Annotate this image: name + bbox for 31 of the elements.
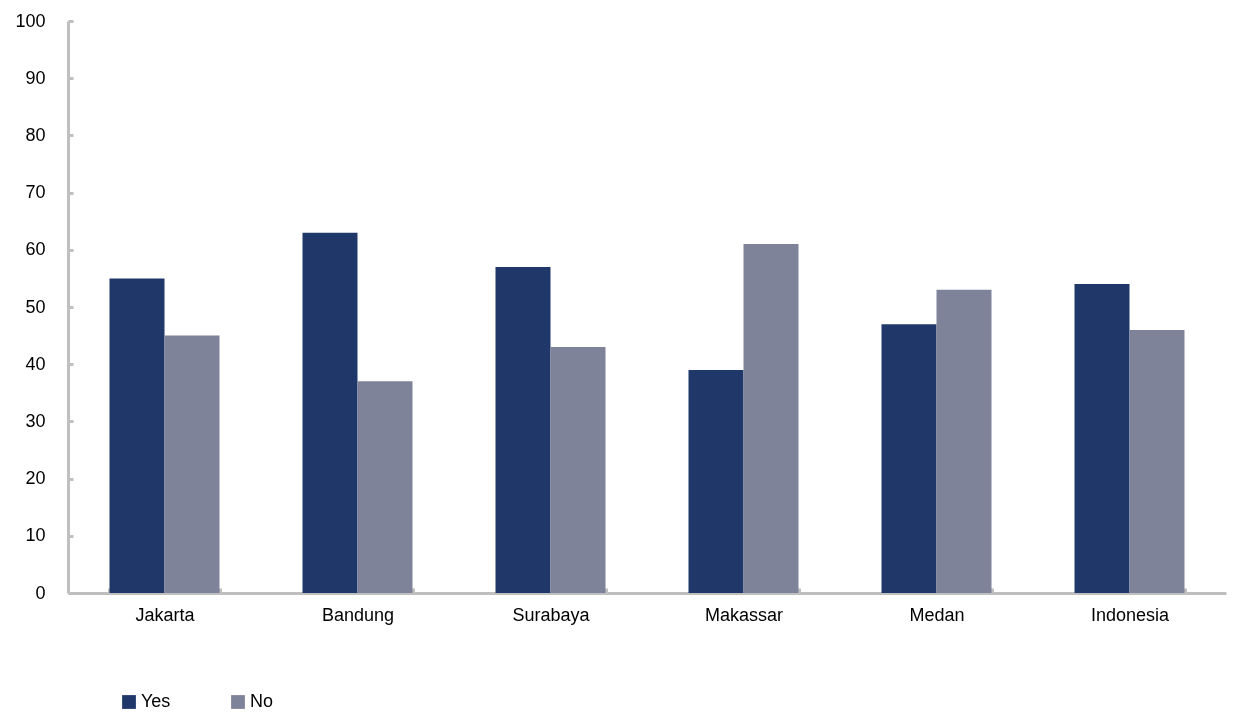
y-tick-label: 0: [35, 582, 46, 603]
y-tick-label: 30: [25, 410, 46, 431]
bar: [302, 232, 358, 593]
x-tick-label: Indonesia: [1090, 604, 1171, 625]
legend-label: No: [250, 691, 274, 711]
bar: [1074, 284, 1130, 593]
y-tick-label: 60: [25, 239, 46, 260]
y-tick-label: 80: [25, 124, 46, 145]
bar: [936, 289, 992, 593]
y-tick-label: 50: [25, 296, 46, 317]
x-tick-label: Jakarta: [135, 604, 196, 625]
bar: [881, 324, 937, 593]
x-tick-label: Medan: [909, 604, 965, 625]
y-tick-label: 100: [15, 10, 46, 31]
bar: [357, 381, 413, 593]
y-tick-label: 20: [25, 468, 46, 489]
bar: [550, 347, 606, 593]
bar: [743, 244, 799, 593]
y-tick-label: 70: [25, 182, 46, 203]
bar: [1129, 329, 1185, 593]
x-tick-label: Surabaya: [512, 604, 591, 625]
y-tick-label: 40: [25, 353, 46, 374]
y-tick-label: 10: [25, 525, 46, 546]
y-tick-label: 90: [25, 67, 46, 88]
bar: [495, 266, 551, 593]
x-tick-label: Bandung: [321, 604, 395, 625]
bar: [109, 278, 165, 593]
x-tick-label: Makassar: [704, 604, 784, 625]
bar: [688, 369, 744, 593]
legend-label: Yes: [141, 691, 171, 711]
bar: [164, 335, 220, 593]
